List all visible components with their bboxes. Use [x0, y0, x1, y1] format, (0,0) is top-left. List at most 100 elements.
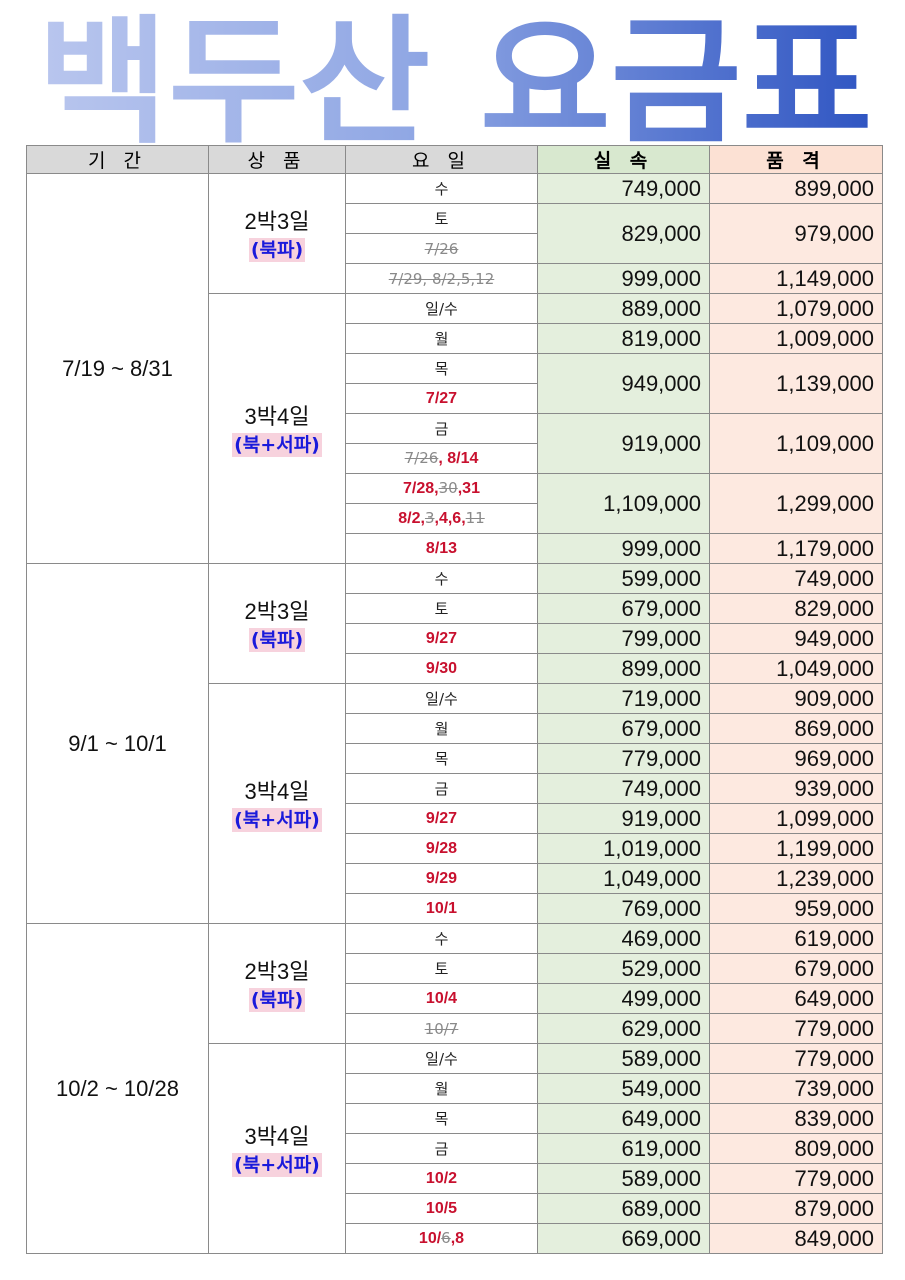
- header-period: 기 간: [26, 145, 209, 174]
- table-row: 9/28 1,019,000 1,199,000: [27, 833, 883, 864]
- day-cell: 7/27: [345, 383, 538, 414]
- net-price-cell: 999,000: [537, 533, 710, 564]
- day-text: 일/수: [425, 300, 458, 318]
- premium-price-cell: 809,000: [709, 1133, 883, 1164]
- premium-price-cell: 1,079,000: [709, 293, 883, 324]
- net-price-cell: 779,000: [537, 743, 710, 774]
- table-row: 9/30 899,000 1,049,000: [27, 653, 883, 684]
- day-text: 8/13: [425, 540, 458, 557]
- day-cell: 일/수: [345, 683, 538, 714]
- premium-price-cell: 849,000: [709, 1223, 883, 1254]
- page-title-text: 백두산 요금표: [38, 2, 873, 145]
- day-text: 일/수: [425, 1050, 458, 1068]
- premium-price-cell: 619,000: [709, 923, 883, 954]
- day-text: 6: [441, 1229, 451, 1247]
- day-cell: 월: [345, 1073, 538, 1104]
- day-text: 목: [434, 360, 449, 378]
- day-text: 토: [434, 960, 449, 978]
- day-text: 10/7: [424, 1019, 459, 1038]
- net-price-cell: 679,000: [537, 713, 710, 744]
- product-name: 3박4일: [244, 778, 310, 804]
- day-text: 수: [434, 570, 449, 588]
- net-price-cell: 1,109,000: [537, 473, 710, 534]
- net-price-cell: 549,000: [537, 1073, 710, 1104]
- table-row: 7/26, 8/14: [27, 443, 883, 474]
- day-text: 금: [434, 1140, 449, 1158]
- net-price-cell: 589,000: [537, 1043, 710, 1074]
- day-cell: 7/28,30,31: [345, 473, 538, 504]
- net-price-cell: 679,000: [537, 593, 710, 624]
- product-name: 2박3일: [244, 208, 310, 234]
- net-price-cell: 669,000: [537, 1223, 710, 1254]
- period-cell: 10/2 ~ 10/28: [26, 923, 209, 1254]
- day-text: ,31: [457, 480, 480, 497]
- product-cell: 2박3일 (북파): [208, 563, 346, 684]
- product-name: 2박3일: [244, 598, 310, 624]
- day-cell: 7/26, 8/14: [345, 443, 538, 474]
- premium-price-cell: 879,000: [709, 1193, 883, 1224]
- premium-price-cell: 969,000: [709, 743, 883, 774]
- day-text: 토: [434, 600, 449, 618]
- header-day: 요 일: [345, 145, 538, 174]
- product-cell: 3박4일 (북+서파): [208, 683, 346, 924]
- premium-price-cell: 829,000: [709, 593, 883, 624]
- table-row: 10/6,8 669,000 849,000: [27, 1223, 883, 1254]
- day-cell: 7/26: [345, 233, 538, 264]
- net-price-cell: 529,000: [537, 953, 710, 984]
- premium-price-cell: 1,299,000: [709, 473, 883, 534]
- table-row: 목 779,000 969,000: [27, 743, 883, 774]
- table-row: 목 649,000 839,000: [27, 1103, 883, 1134]
- product-route: (북파): [248, 237, 306, 262]
- day-text: 9/28: [425, 840, 458, 857]
- day-cell: 토: [345, 593, 538, 624]
- table-row: 월 819,000 1,009,000: [27, 323, 883, 354]
- premium-price-cell: 779,000: [709, 1163, 883, 1194]
- day-cell: 9/27: [345, 803, 538, 834]
- product-name: 3박4일: [244, 403, 310, 429]
- day-text: ,8: [450, 1230, 465, 1247]
- table-row: 금 619,000 809,000: [27, 1133, 883, 1164]
- day-text: 7/26: [424, 239, 459, 258]
- day-cell: 금: [345, 773, 538, 804]
- table-row: 10/7 629,000 779,000: [27, 1013, 883, 1044]
- table-row: 7/29, 8/2,5,12 999,000 1,149,000: [27, 263, 883, 294]
- day-cell: 토: [345, 953, 538, 984]
- table-row: 10/5 689,000 879,000: [27, 1193, 883, 1224]
- premium-price-cell: 679,000: [709, 953, 883, 984]
- product-route: (북파): [248, 627, 306, 652]
- day-cell: 일/수: [345, 293, 538, 324]
- product-cell: 3박4일 (북+서파): [208, 293, 346, 564]
- product-route: (북파): [248, 987, 306, 1012]
- day-text: 월: [434, 330, 449, 348]
- product-cell: 2박3일 (북파): [208, 923, 346, 1044]
- premium-price-cell: 739,000: [709, 1073, 883, 1104]
- header-premium: 품 격: [709, 145, 883, 174]
- day-text: 7/29, 8/2,5,12: [388, 269, 495, 288]
- premium-price-cell: 1,179,000: [709, 533, 883, 564]
- day-text: 7/27: [425, 390, 458, 407]
- day-text: 10/5: [425, 1200, 458, 1217]
- premium-price-cell: 839,000: [709, 1103, 883, 1134]
- premium-price-cell: 1,099,000: [709, 803, 883, 834]
- product-name: 2박3일: [244, 958, 310, 984]
- net-price-cell: 889,000: [537, 293, 710, 324]
- premium-price-cell: 779,000: [709, 1013, 883, 1044]
- net-price-cell: 599,000: [537, 563, 710, 594]
- period-cell: 9/1 ~ 10/1: [26, 563, 209, 924]
- table-row: 토 829,000 979,000: [27, 203, 883, 264]
- day-cell: 7/29, 8/2,5,12: [345, 263, 538, 294]
- net-price-cell: 919,000: [537, 413, 710, 474]
- premium-price-cell: 1,109,000: [709, 413, 883, 474]
- day-cell: 10/2: [345, 1163, 538, 1194]
- day-cell: 10/7: [345, 1013, 538, 1044]
- premium-price-cell: 939,000: [709, 773, 883, 804]
- net-price-cell: 719,000: [537, 683, 710, 714]
- period-cell: 7/19 ~ 8/31: [26, 173, 209, 564]
- day-text: 월: [434, 1080, 449, 1098]
- table-row: 목 949,000 1,139,000: [27, 353, 883, 414]
- day-text: 7/28,: [403, 480, 439, 497]
- day-text: 30: [438, 479, 458, 497]
- table-row: 9/1 ~ 10/1 2박3일 (북파) 수 599,000 749,000: [26, 563, 883, 924]
- day-cell: 8/13: [345, 533, 538, 564]
- table-row: 10/2 ~ 10/28 2박3일 (북파) 수 469,000 619,000: [26, 923, 883, 1254]
